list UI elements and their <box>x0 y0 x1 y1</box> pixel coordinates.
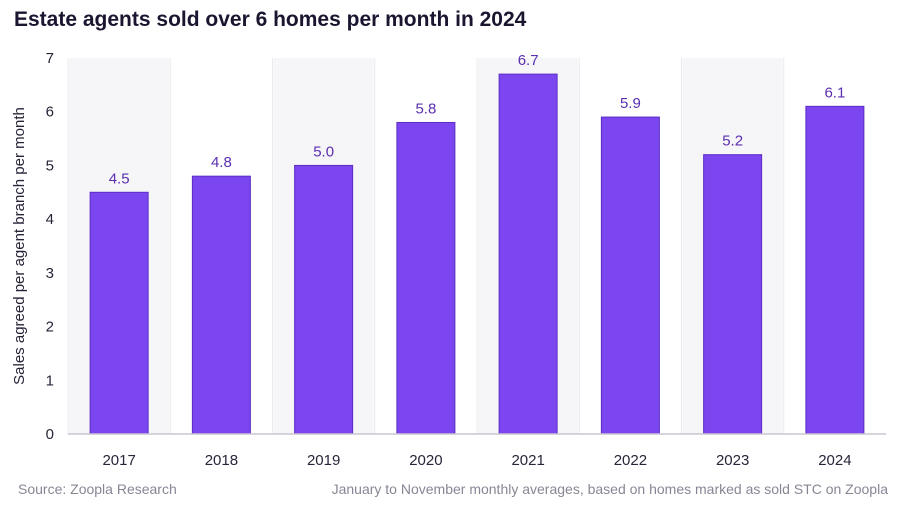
bar-2022 <box>600 116 660 435</box>
data-label: 4.8 <box>211 154 232 171</box>
chart-title: Estate agents sold over 6 homes per mont… <box>14 8 527 31</box>
bar-2023 <box>703 154 763 435</box>
data-label: 5.8 <box>415 100 436 117</box>
category-bands <box>67 58 885 434</box>
bar-2017 <box>89 191 149 435</box>
y-tick-label: 7 <box>46 50 54 67</box>
source-note: Source: Zoopla Research <box>18 481 177 497</box>
x-tick-label: 2021 <box>511 452 544 469</box>
bar-2019 <box>294 164 354 435</box>
bar-2021 <box>498 73 558 435</box>
data-label: 5.0 <box>313 143 334 160</box>
y-tick-label: 2 <box>46 319 54 336</box>
y-axis-label: Sales agreed per agent branch per month <box>11 107 28 385</box>
x-axis-ticks: 2017 2018 2019 2020 2021 2022 2023 2024 <box>102 452 851 469</box>
y-tick-label: 5 <box>46 157 54 174</box>
data-label: 4.5 <box>109 170 130 187</box>
data-label: 6.7 <box>518 52 539 69</box>
x-tick-label: 2019 <box>307 452 340 469</box>
y-tick-label: 3 <box>46 265 54 282</box>
y-tick-label: 1 <box>46 372 54 389</box>
y-tick-label: 4 <box>46 211 54 228</box>
x-tick-label: 2018 <box>205 452 238 469</box>
bars <box>89 73 865 435</box>
value-labels: 4.5 4.8 5.0 5.8 6.7 5.9 5.2 6.1 <box>109 52 846 187</box>
data-label: 6.1 <box>824 84 845 101</box>
x-tick-label: 2023 <box>716 452 749 469</box>
data-label: 5.2 <box>722 133 743 150</box>
data-label: 5.9 <box>620 95 641 112</box>
x-tick-label: 2017 <box>102 452 135 469</box>
y-tick-label: 0 <box>46 426 54 443</box>
y-tick-label: 6 <box>46 104 54 121</box>
bar-2024 <box>805 105 865 435</box>
bar-2018 <box>191 175 251 435</box>
x-tick-label: 2020 <box>409 452 442 469</box>
x-tick-label: 2024 <box>818 452 851 469</box>
x-tick-label: 2022 <box>614 452 647 469</box>
y-axis-ticks: 0 1 2 3 4 5 6 7 <box>46 50 54 443</box>
bar-2020 <box>396 121 456 435</box>
footnote: January to November monthly averages, ba… <box>331 481 888 497</box>
